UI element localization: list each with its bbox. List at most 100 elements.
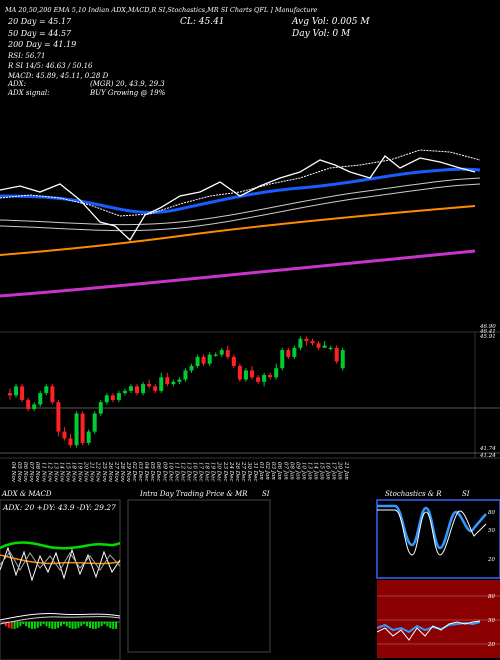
rsi-tick-80: 80 <box>488 594 495 600</box>
macd-bar <box>89 622 91 629</box>
candle-body <box>322 345 327 348</box>
rsi-tick-50: 50 <box>488 618 495 624</box>
candle-body <box>68 438 73 446</box>
date-tick-label: 19 Dec <box>210 462 216 482</box>
date-tick-label: 03 Jan <box>270 462 276 480</box>
candle-body <box>189 365 194 371</box>
date-tick-label: 19 Nov <box>77 462 83 483</box>
price-label-top2: 46.41 <box>479 329 496 335</box>
macd-bar <box>33 622 36 629</box>
avg-vol-label: Avg Vol: 0.005 M <box>291 17 370 27</box>
date-tick-label: 16 Dec <box>192 462 198 482</box>
candle-body <box>32 404 37 409</box>
adx-readout: ADX: 20 +DY: 43.9 -DY: 29.27 <box>2 503 116 512</box>
stoch-tick-50: 50 <box>488 528 495 534</box>
candle-body <box>20 386 25 400</box>
date-tick-label: 05 Dec <box>149 462 155 482</box>
candle-body <box>316 343 321 348</box>
candle-body <box>8 393 12 396</box>
date-tick-label: 02 Dec <box>131 462 137 482</box>
macd-bar <box>91 622 94 629</box>
candle-body <box>86 431 91 443</box>
title-line: MA 20,50,200 EMA 5,10 Indian ADX,MACD,R … <box>4 6 318 14</box>
macd-bar <box>103 622 106 625</box>
candle-body <box>110 395 115 400</box>
ema-fast-line <box>0 155 476 242</box>
macd-bar <box>68 622 71 628</box>
candle-body <box>98 402 103 414</box>
adx-signal-label: ADX signal: <box>7 89 49 97</box>
date-tick-label: 26 Dec <box>234 461 240 482</box>
candle-body <box>298 338 303 348</box>
sma50-line <box>0 205 476 256</box>
date-tick-label: 07 Jan <box>282 462 288 480</box>
rsi-values: R SI 14/5: 46.63 / 50.16 <box>7 62 93 70</box>
close-label: CL: 45.41 <box>180 17 225 27</box>
macd-bar <box>65 622 68 627</box>
candle-body <box>44 386 49 394</box>
candle-body <box>56 402 61 432</box>
adx-panel-title: ADX & MACD <box>1 490 52 498</box>
macd-bar <box>74 622 77 629</box>
date-tick-label: 17 Dec <box>198 462 204 482</box>
candle-body <box>129 386 133 391</box>
date-tick-label: 20 Jan <box>337 461 343 480</box>
intraday-panel-si: SI <box>262 490 270 498</box>
date-tick-label: 25 Nov <box>101 461 107 483</box>
candle-body <box>165 377 170 385</box>
date-tick-label: 21 Nov <box>89 461 95 483</box>
macd-bar <box>25 622 28 627</box>
macd-bar <box>36 622 39 628</box>
stoch-line-white <box>377 509 487 556</box>
date-tick-label: 18 Nov <box>71 462 77 483</box>
date-tick-label: 07 Nov <box>28 462 34 483</box>
macd-bar <box>112 622 115 629</box>
date-tick-label: 11 Dec <box>173 462 179 482</box>
candle-body <box>268 375 273 378</box>
macd-bar <box>94 622 97 629</box>
price-label-bottom: 41.24 <box>479 453 496 459</box>
date-tick-label: 05 Nov <box>16 462 22 483</box>
ma-lines <box>0 149 481 298</box>
candle-body <box>92 413 97 432</box>
macd-bar <box>51 622 54 629</box>
candle-body <box>250 370 254 378</box>
date-tick-label: 04 Dec <box>143 462 149 482</box>
candle-body <box>153 386 158 391</box>
macd-bar <box>77 622 80 628</box>
macd-bar <box>45 622 48 627</box>
candle-body <box>256 377 261 382</box>
candle-body <box>80 413 85 443</box>
price-label-top3: 45.91 <box>479 334 496 340</box>
adx-lines <box>0 541 121 582</box>
candle-body <box>135 386 140 394</box>
macd-bar <box>97 622 100 628</box>
candle-body <box>334 347 339 362</box>
date-tick-label: 29 Nov <box>125 461 131 483</box>
candle-body <box>243 370 248 380</box>
price-label-low: 41.74 <box>479 446 496 452</box>
candle-body <box>38 393 43 405</box>
candle-body <box>219 350 224 355</box>
date-tick-label: 16 Jan <box>325 462 331 480</box>
macd-bar <box>48 622 51 628</box>
day-vol-label: Day Vol: 0 M <box>291 29 351 39</box>
date-tick-label: 06 Nov <box>22 462 28 483</box>
candle-body <box>262 375 267 382</box>
date-tick-label: 12 Dec <box>179 462 185 482</box>
macd-bar <box>57 622 60 628</box>
adx-label: ADX: <box>7 80 26 88</box>
macd-bar <box>10 622 13 629</box>
date-tick-label: 01 Jan <box>258 462 264 480</box>
date-tick-label: 22 Nov <box>95 461 101 483</box>
candle-body <box>116 393 121 400</box>
buy-signal: BUY Growing @ 19% <box>89 89 166 97</box>
date-tick-label: 20 Dec <box>216 461 222 482</box>
candle-body <box>147 384 152 387</box>
date-tick-label: 11 Nov <box>40 462 46 483</box>
macd-bar <box>100 622 103 626</box>
macd-bar <box>80 622 83 627</box>
ema-slow-line-1 <box>0 177 481 226</box>
macd-bar <box>39 622 42 627</box>
date-tick-label: 27 Nov <box>113 461 119 483</box>
